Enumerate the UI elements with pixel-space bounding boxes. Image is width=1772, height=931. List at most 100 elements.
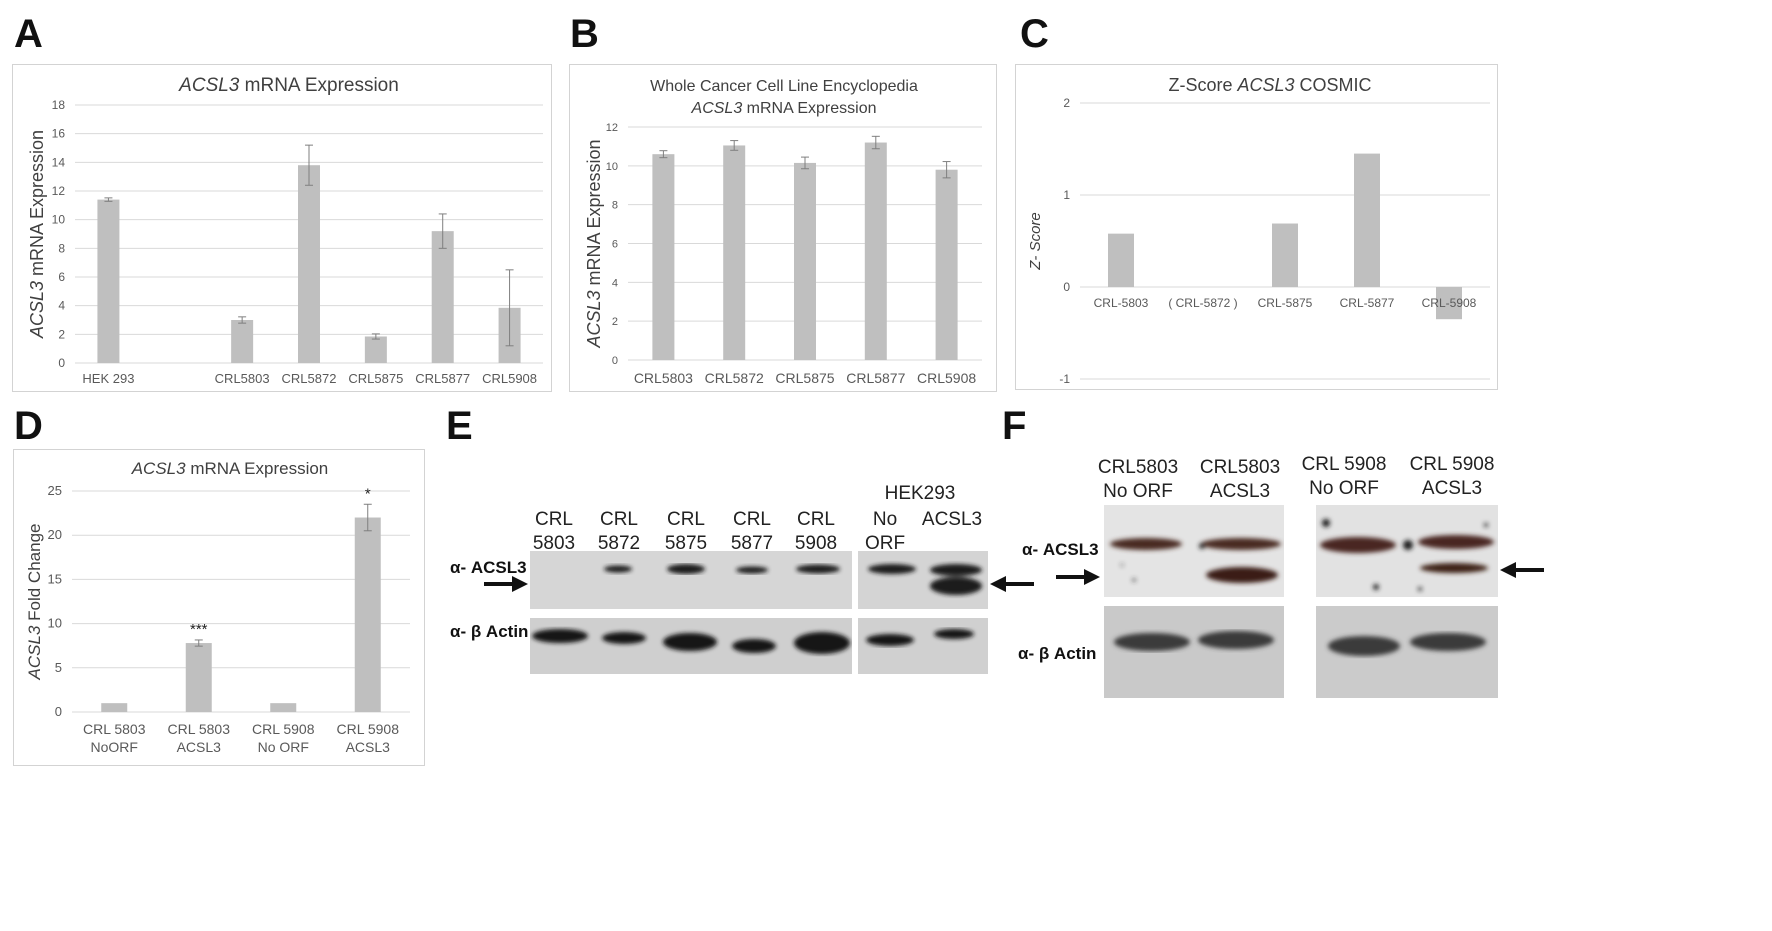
x-category-label: CRL5877 — [846, 370, 905, 386]
y-axis-label: Z- Score — [1027, 212, 1044, 271]
chart-b: Whole Cancer Cell Line Encyclopedia ACSL3… — [569, 64, 997, 392]
x-category-label: No ORF — [258, 739, 309, 755]
blot-f-lane-label: CRL5803 No ORF — [1097, 457, 1179, 502]
y-tick-label: 10 — [606, 161, 618, 173]
y-tick-label: 5 — [55, 660, 62, 675]
arrow-left-icon — [990, 576, 1034, 592]
y-tick-label: 16 — [52, 127, 66, 141]
blot-e-row-label-actin: α- β Actin — [450, 622, 529, 641]
y-tick-label: 0 — [612, 355, 618, 367]
chart-a: ACSL3 mRNA Expression 0 2 4 6 8 10 12 14 16 18 HEK … — [12, 64, 552, 392]
y-tick-label: 10 — [48, 616, 62, 631]
blot-e-lane-label: CRL 5877 — [730, 509, 774, 554]
blot-e-lane-label: No ORF — [864, 509, 906, 554]
y-tick-label: 6 — [612, 239, 618, 251]
chart-title: ACSL3 mRNA Expression — [131, 459, 329, 478]
bar — [270, 703, 297, 712]
bar — [431, 231, 454, 363]
x-category-label: CRL5875 — [775, 370, 834, 386]
x-category-label: CRL 5803 — [83, 721, 146, 737]
blot-f-acsl3-membrane-right — [1316, 505, 1498, 597]
y-tick-label: 1 — [1063, 188, 1070, 202]
chart-d-svg: ACSL3 mRNA Expression 0 5 10 15 20 25 CRL 5803 N… — [25, 459, 410, 755]
y-tick-label: 25 — [48, 483, 62, 498]
chart-c-svg: Z-Score ACSL3 COSMIC -1 0 1 2 CRL-5803 ( CRL-5… — [1027, 75, 1490, 386]
x-category-label: CRL5877 — [415, 371, 470, 386]
chart-title: Z-Score ACSL3 COSMIC — [1168, 75, 1371, 95]
blot-f-row-label-actin: α- β Actin — [1018, 644, 1097, 663]
x-category-label: ( CRL-5872 ) — [1168, 296, 1237, 310]
y-axis-label: ACSL3 mRNA Expression — [27, 130, 47, 339]
bar — [652, 154, 675, 360]
bar — [298, 165, 320, 363]
y-tick-label: 2 — [58, 327, 65, 341]
x-category-label: CRL 5803 — [167, 721, 230, 737]
bar — [101, 703, 128, 712]
x-category-label: CRL5803 — [634, 370, 693, 386]
bar — [1272, 223, 1298, 287]
y-tick-label: 0 — [55, 704, 62, 719]
bar — [1108, 233, 1134, 287]
bar — [1354, 153, 1380, 287]
bar — [231, 320, 254, 363]
panel-letter-c: C — [1020, 12, 1049, 56]
blot-e-acsl3-membrane — [530, 551, 852, 609]
blot-e-lane-label: ACSL3 — [921, 509, 983, 530]
x-category-label: CRL5908 — [482, 371, 537, 386]
x-category-label: NoORF — [91, 739, 138, 755]
blot-e-actin-membrane — [530, 618, 852, 674]
blot-f-lane-label: CRL 5908 No ORF — [1301, 454, 1387, 499]
chart-c: Z-Score ACSL3 COSMIC -1 0 1 2 CRL-5803 ( CRL-5… — [1015, 64, 1498, 390]
x-category-label: CRL5803 — [215, 371, 270, 386]
chart-subtitle: ACSL3 mRNA Expression — [691, 100, 877, 117]
y-tick-label: 4 — [612, 277, 618, 289]
blot-e-lane-label: CRL 5803 — [532, 509, 576, 554]
arrow-right-icon — [1056, 569, 1100, 585]
significance-label: *** — [190, 621, 208, 638]
blot-e-lane-label: CRL 5872 — [597, 509, 641, 554]
panel-letter-a: A — [14, 12, 43, 56]
y-tick-label: 20 — [48, 527, 62, 542]
blot-f-lane-label: CRL 5908 ACSL3 — [1409, 454, 1495, 499]
y-tick-label: 8 — [58, 241, 65, 255]
x-category-label: CRL 5908 — [252, 721, 315, 737]
panel-letter-b: B — [570, 12, 599, 56]
y-axis-label: ACSL3 Fold Change — [25, 524, 44, 681]
y-tick-label: 12 — [606, 122, 618, 134]
y-tick-label: 0 — [1063, 280, 1070, 294]
x-category-label: CRL 5908 — [336, 721, 399, 737]
x-category-label: CRL-5908 — [1422, 296, 1477, 310]
x-category-label: CRL-5803 — [1094, 296, 1149, 310]
blot-e-hek-header: HEK293 — [884, 483, 956, 504]
y-tick-label: 2 — [612, 316, 618, 328]
bar — [364, 336, 387, 363]
y-tick-label: 15 — [48, 571, 62, 586]
x-category-label: CRL5872 — [282, 371, 337, 386]
chart-b-svg: Whole Cancer Cell Line Encyclopedia ACSL3… — [584, 78, 982, 386]
y-tick-label: 10 — [52, 213, 66, 227]
arrow-right-icon — [484, 576, 528, 592]
blot-e-lane-label: CRL 5908 — [794, 509, 838, 554]
chart-d: ACSL3 mRNA Expression 0 5 10 15 20 25 CRL 5803 N… — [13, 449, 425, 766]
bar — [723, 145, 746, 360]
chart-a-svg: ACSL3 mRNA Expression 0 2 4 6 8 10 12 14 16 18 HEK … — [27, 75, 543, 386]
y-tick-label: 14 — [52, 155, 66, 169]
bar — [97, 199, 120, 363]
blot-e-lane-label: CRL 5875 — [664, 509, 708, 554]
y-tick-label: 12 — [52, 184, 66, 198]
y-tick-label: 18 — [52, 98, 66, 112]
blot-f-lane-label: CRL5803 ACSL3 — [1199, 457, 1281, 502]
y-tick-label: 8 — [612, 200, 618, 212]
blot-f-actin-membrane-right — [1316, 606, 1498, 698]
blot-f-row-label-acsl3: α- ACSL3 — [1022, 540, 1099, 559]
blot-f-actin-membrane-left — [1104, 606, 1284, 698]
x-category-label: CRL5872 — [705, 370, 764, 386]
bar — [354, 517, 381, 712]
y-tick-label: 4 — [58, 299, 65, 313]
bar — [935, 169, 958, 360]
y-tick-label: 2 — [1063, 96, 1070, 110]
bar — [794, 162, 816, 360]
x-category-label: CRL5908 — [917, 370, 976, 386]
y-axis-label: ACSL3 mRNA Expression — [584, 139, 604, 348]
bar — [1436, 287, 1462, 320]
